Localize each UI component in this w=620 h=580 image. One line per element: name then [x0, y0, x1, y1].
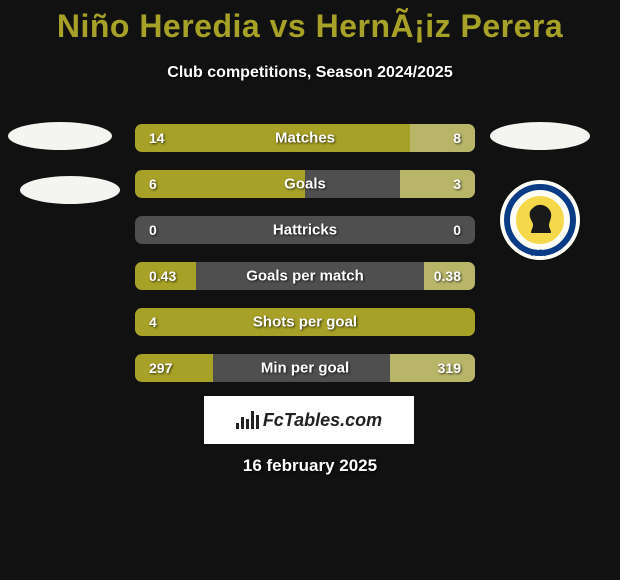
stat-value-right: 319: [438, 360, 461, 376]
player-left-avatar: [8, 122, 112, 150]
stat-value-right: 0.38: [434, 268, 461, 284]
stat-row: Matches14 8: [135, 124, 475, 152]
stat-value-left: 4: [149, 314, 157, 330]
club-badge: HCF: [500, 180, 580, 260]
branding-bar: [251, 411, 254, 429]
stat-value-left: 0.43: [149, 268, 176, 284]
stat-row: Min per goal297 319: [135, 354, 475, 382]
stat-value-right: 8: [453, 130, 461, 146]
stat-row: Hattricks0 0: [135, 216, 475, 244]
player-left-avatar: [20, 176, 120, 204]
stat-label: Min per goal: [135, 360, 475, 377]
branding-bar: [241, 417, 244, 429]
stat-label: Matches: [135, 130, 475, 147]
stat-label: Hattricks: [135, 222, 475, 239]
branding-bar: [236, 423, 239, 429]
stats-panel: Matches14 8 Goals6 3 Hattricks0 0 Goals per ma…: [135, 124, 475, 400]
branding-box: FcTables.com: [204, 396, 414, 444]
stat-value-right: 3: [453, 176, 461, 192]
club-badge-inner: [516, 196, 564, 244]
stat-row: Goals per match0.43 0.38: [135, 262, 475, 290]
stat-value-left: 6: [149, 176, 157, 192]
page-title: Niño Heredia vs HernÃ¡iz Perera: [0, 8, 620, 45]
club-badge-head-icon: [522, 202, 558, 238]
stat-value-right: 0: [453, 222, 461, 238]
branding-bar: [246, 419, 249, 429]
branding-bar: [256, 415, 259, 429]
stat-value-left: 0: [149, 222, 157, 238]
player-right-avatar: [490, 122, 590, 150]
subtitle: Club competitions, Season 2024/2025: [0, 64, 620, 82]
stat-label: Goals: [135, 176, 475, 193]
branding-bars-icon: [236, 411, 259, 429]
stat-value-left: 14: [149, 130, 165, 146]
stat-row: Goals6 3: [135, 170, 475, 198]
stat-row: Shots per goal4: [135, 308, 475, 336]
stat-label: Shots per goal: [135, 314, 475, 331]
club-badge-letters: HCF: [500, 248, 580, 258]
footer-date: 16 february 2025: [0, 456, 620, 476]
stat-label: Goals per match: [135, 268, 475, 285]
branding-text: FcTables.com: [263, 410, 382, 431]
stat-value-left: 297: [149, 360, 172, 376]
